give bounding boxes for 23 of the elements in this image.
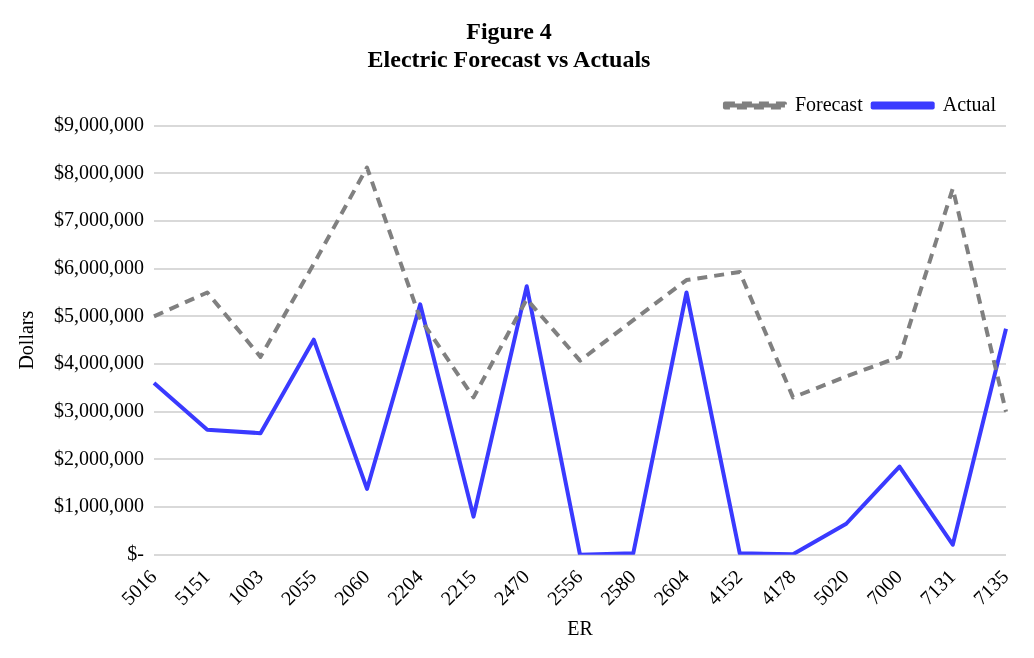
x-tick-label: 7000	[862, 565, 907, 610]
text: Figure 4	[466, 17, 552, 44]
y-tick-label: $1,000,000	[54, 494, 144, 517]
line-series	[152, 165, 1008, 414]
text: Electric Forecast vs Actuals	[367, 46, 651, 73]
legend-label: Actual	[942, 92, 997, 115]
x-tick-label: 5020	[808, 565, 853, 610]
y-tick-label: $6,000,000	[54, 255, 144, 278]
x-tick-label: 4152	[702, 565, 747, 610]
y-tick-label: $9,000,000	[54, 112, 144, 135]
y-tick-label: $8,000,000	[54, 160, 144, 183]
y-tick-label: $3,000,000	[54, 398, 144, 421]
y-tick-label: $2,000,000	[54, 446, 144, 469]
y-tick-label: $-	[127, 542, 144, 564]
legend-label: Forecast	[794, 92, 864, 115]
y-tick-label: $7,000,000	[54, 208, 144, 231]
x-axis-title: ER	[567, 617, 594, 640]
y-tick-label: $4,000,000	[54, 351, 144, 374]
x-tick-label: 5151	[169, 565, 214, 610]
x-tick-label: 7131	[915, 565, 960, 610]
x-tick-label: 4178	[755, 565, 800, 610]
y-axis-title: Dollars	[15, 310, 38, 370]
y-tick-label: $5,000,000	[54, 303, 144, 326]
